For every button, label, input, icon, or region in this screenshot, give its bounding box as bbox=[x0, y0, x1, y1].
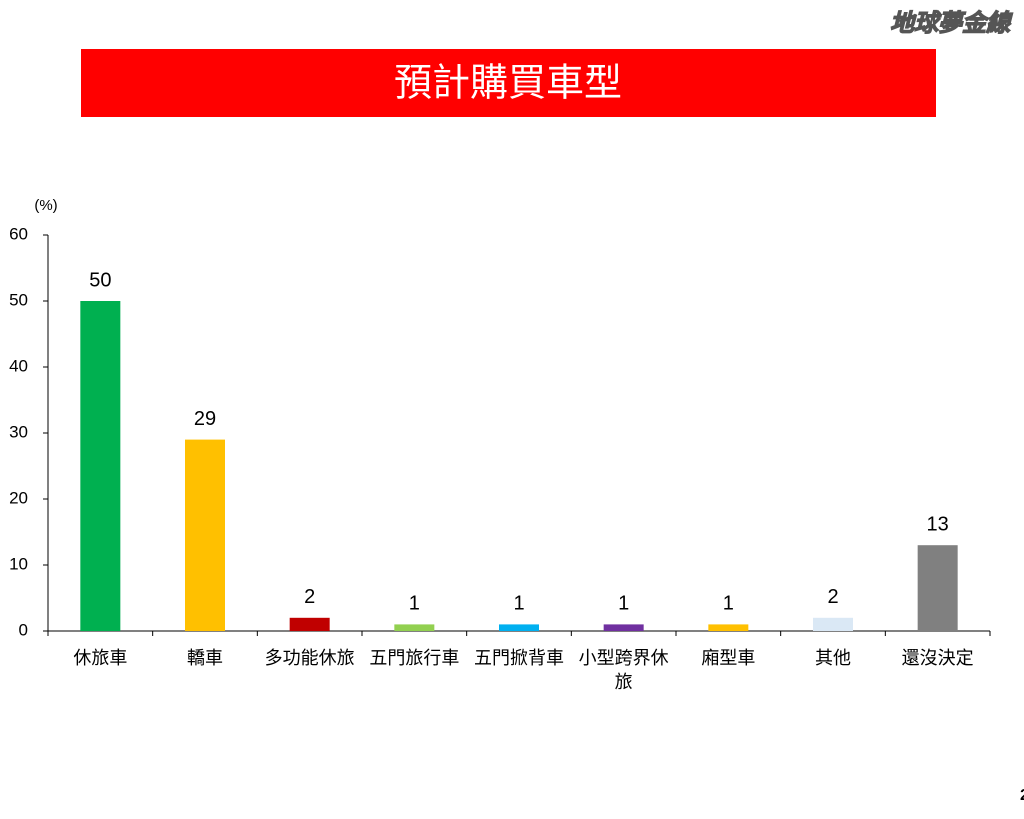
y-tick-label: 40 bbox=[9, 356, 28, 375]
y-tick-label: 50 bbox=[9, 290, 28, 309]
y-tick-label: 0 bbox=[19, 620, 28, 639]
value-label: 29 bbox=[194, 408, 216, 430]
x-tick-label: 小型跨界休旅 bbox=[578, 648, 669, 693]
x-tick-label: 多功能休旅 bbox=[264, 648, 355, 669]
y-tick-label: 60 bbox=[9, 224, 28, 243]
chart-title: 預計購買車型 bbox=[394, 61, 622, 105]
x-tick-label: 五門旅行車 bbox=[369, 648, 460, 669]
bar bbox=[185, 439, 225, 631]
bar bbox=[917, 545, 958, 631]
bar bbox=[394, 624, 435, 631]
bar bbox=[813, 617, 853, 631]
value-label: 13 bbox=[927, 513, 949, 535]
y-tick-label: 20 bbox=[9, 488, 28, 507]
bar bbox=[499, 624, 539, 631]
logo: 地球夢金線 bbox=[890, 9, 1013, 37]
y-tick-label: 30 bbox=[9, 422, 28, 441]
x-tick-label: 還沒決定 bbox=[901, 648, 974, 669]
x-tick-label: 其他 bbox=[815, 648, 851, 669]
value-label: 1 bbox=[723, 593, 734, 615]
value-label: 2 bbox=[827, 586, 838, 608]
x-tick-label: 轎車 bbox=[187, 648, 223, 669]
x-tick-label: 休旅車 bbox=[73, 648, 128, 669]
bar bbox=[289, 617, 330, 631]
bar bbox=[80, 301, 121, 631]
value-label: 1 bbox=[409, 593, 420, 615]
bar bbox=[708, 624, 749, 631]
bar bbox=[603, 624, 644, 631]
value-label: 50 bbox=[89, 269, 111, 291]
x-tick-label: 廂型車 bbox=[701, 648, 756, 669]
page-number: 2 bbox=[1020, 787, 1024, 804]
y-unit: (%) bbox=[34, 197, 57, 214]
x-tick-label: 五門掀背車 bbox=[474, 648, 564, 669]
title-banner bbox=[81, 49, 936, 117]
value-label: 2 bbox=[304, 586, 315, 608]
value-label: 1 bbox=[513, 593, 524, 615]
y-tick-label: 10 bbox=[9, 554, 28, 573]
value-label: 1 bbox=[618, 593, 629, 615]
